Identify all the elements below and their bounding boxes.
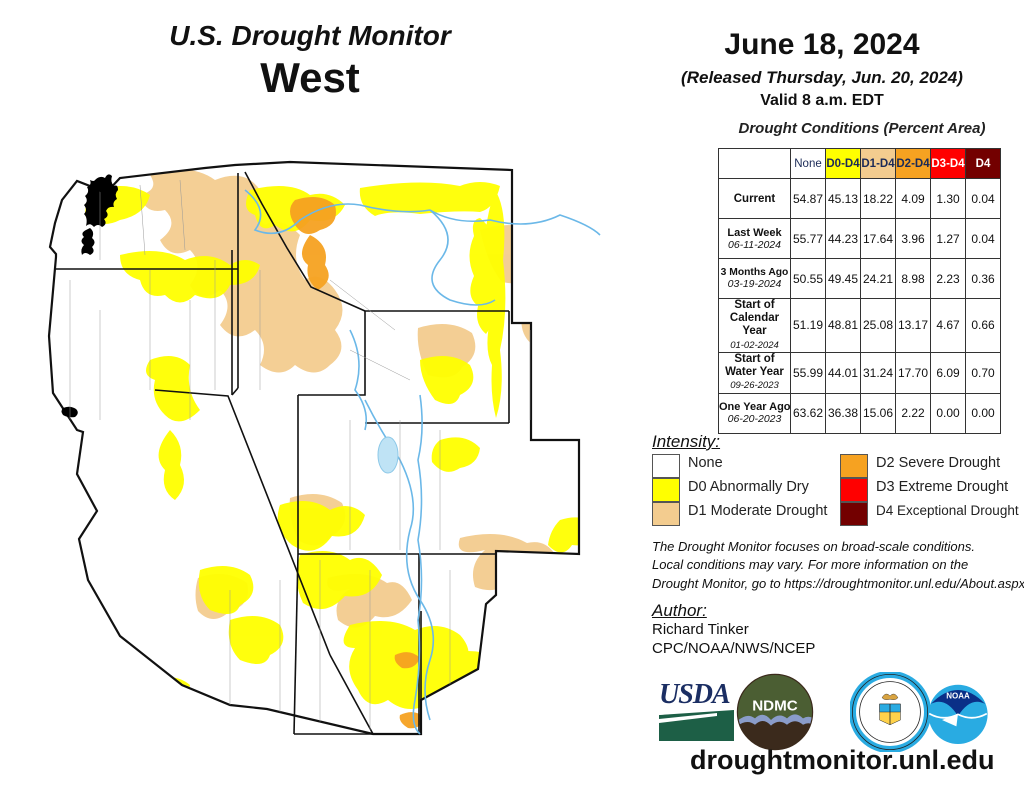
svg-text:NOAA: NOAA — [946, 691, 970, 700]
svg-text:USDA: USDA — [659, 679, 730, 710]
svg-text:NDMC: NDMC — [752, 697, 798, 714]
